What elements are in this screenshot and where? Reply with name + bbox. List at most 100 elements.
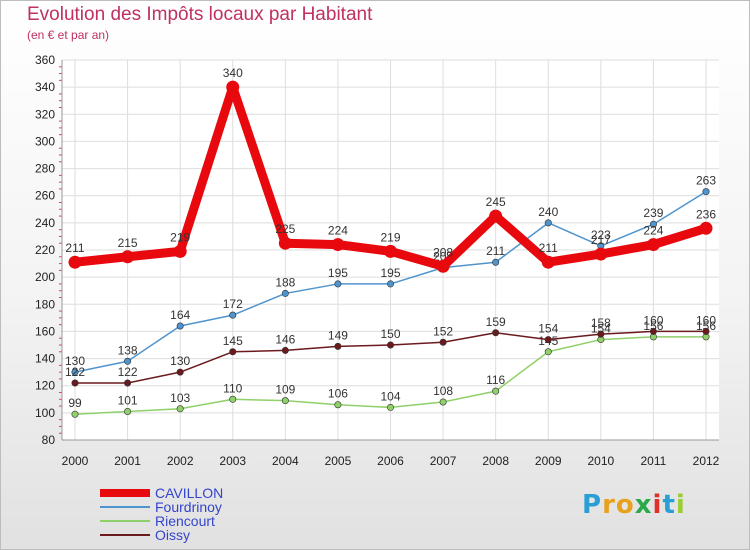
legend-label: Fourdrinoy (155, 499, 222, 515)
data-label: 225 (275, 222, 295, 236)
logo-letter: i (675, 490, 686, 520)
data-label: 236 (696, 207, 716, 221)
data-label: 146 (275, 332, 295, 346)
y-tick-label: 340 (35, 80, 55, 94)
logo-letter: i (652, 490, 663, 520)
data-label: 240 (538, 205, 558, 219)
series-riencourt: 99 101 103 110 109 106 104 108 116 145 154 156 156 (68, 319, 716, 418)
chart-subtitle: (en € et par an) (27, 28, 110, 42)
data-label: 159 (486, 315, 506, 329)
data-point (176, 368, 184, 376)
legend-label: CAVILLON (155, 485, 223, 501)
data-label: 122 (65, 365, 85, 379)
x-tick-label: 2007 (430, 454, 457, 468)
x-tick-label: 2006 (377, 454, 404, 468)
data-point (334, 342, 342, 350)
data-point (594, 247, 608, 261)
y-tick-label: 300 (35, 134, 55, 148)
data-label: 130 (65, 354, 85, 368)
logo-letter: t (662, 490, 676, 520)
x-tick-label: 2010 (587, 454, 614, 468)
data-label: 245 (486, 195, 506, 209)
data-point (229, 311, 237, 319)
data-point (492, 258, 500, 266)
data-label: 122 (118, 365, 138, 379)
y-tick-label: 140 (35, 352, 55, 366)
data-point (386, 341, 394, 349)
data-point (176, 405, 184, 413)
y-tick-label: 240 (35, 216, 55, 230)
data-point (492, 387, 500, 395)
data-point (492, 329, 500, 337)
x-tick-label: 2004 (272, 454, 299, 468)
data-label: 154 (538, 322, 558, 336)
data-point (226, 80, 240, 94)
data-label: 164 (170, 308, 190, 322)
data-label: 138 (118, 343, 138, 357)
data-label: 224 (328, 224, 348, 238)
data-point (544, 336, 552, 344)
data-point (439, 338, 447, 346)
x-tick-label: 2011 (641, 454, 667, 468)
data-label: 239 (643, 206, 663, 220)
data-point (71, 410, 79, 418)
y-tick-label: 120 (35, 379, 55, 393)
y-tick-label: 320 (35, 107, 55, 121)
y-tick-label: 280 (35, 162, 55, 176)
data-point (229, 395, 237, 403)
data-point (649, 220, 657, 228)
x-tick-label: 2000 (62, 454, 89, 468)
data-point (439, 398, 447, 406)
legend-label: Riencourt (155, 513, 215, 529)
data-label: 172 (223, 297, 243, 311)
data-label: 160 (643, 313, 663, 327)
data-label: 149 (328, 328, 348, 342)
data-point (649, 327, 657, 335)
y-tick-label: 200 (35, 270, 55, 284)
data-point (281, 289, 289, 297)
data-label: 130 (170, 354, 190, 368)
logo-letter: o (615, 490, 635, 520)
chart-title: Evolution des Impôts locaux par Habitant (27, 4, 373, 25)
data-point (386, 280, 394, 288)
data-label: 156 (696, 319, 716, 333)
data-label: 154 (591, 322, 611, 336)
y-tick-label: 360 (35, 53, 55, 67)
logo-letter: P (582, 490, 603, 520)
data-label: 108 (433, 384, 453, 398)
data-label: 156 (643, 319, 663, 333)
data-label: 110 (223, 381, 242, 395)
data-point (71, 379, 79, 387)
data-label: 211 (486, 244, 505, 258)
data-label: 208 (433, 245, 453, 259)
data-point (544, 219, 552, 227)
y-tick-label: 220 (35, 243, 55, 257)
data-point (281, 346, 289, 354)
data-point (702, 327, 710, 335)
data-label: 211 (65, 241, 84, 255)
data-point (124, 407, 132, 415)
data-point (489, 209, 503, 223)
legend-label: Oissy (155, 527, 190, 543)
data-point (544, 348, 552, 356)
data-label: 106 (328, 387, 348, 401)
data-point (699, 221, 713, 235)
data-point (68, 255, 82, 269)
x-tick-label: 2008 (482, 454, 509, 468)
x-tick-label: 2003 (219, 454, 246, 468)
data-label: 103 (170, 391, 190, 405)
y-tick-label: 160 (35, 324, 55, 338)
y-tick-label: 180 (35, 297, 55, 311)
data-point (124, 379, 132, 387)
data-label: 195 (380, 266, 400, 280)
data-point (541, 255, 555, 269)
data-label: 340 (223, 66, 243, 80)
data-label: 158 (591, 316, 611, 330)
y-tick-label: 260 (35, 189, 55, 203)
x-tick-label: 2012 (693, 454, 720, 468)
data-label: 116 (486, 373, 505, 387)
y-tick-label: 80 (42, 433, 56, 447)
y-tick-label: 100 (35, 406, 55, 420)
proxiti-logo: Proxiti (582, 490, 686, 520)
